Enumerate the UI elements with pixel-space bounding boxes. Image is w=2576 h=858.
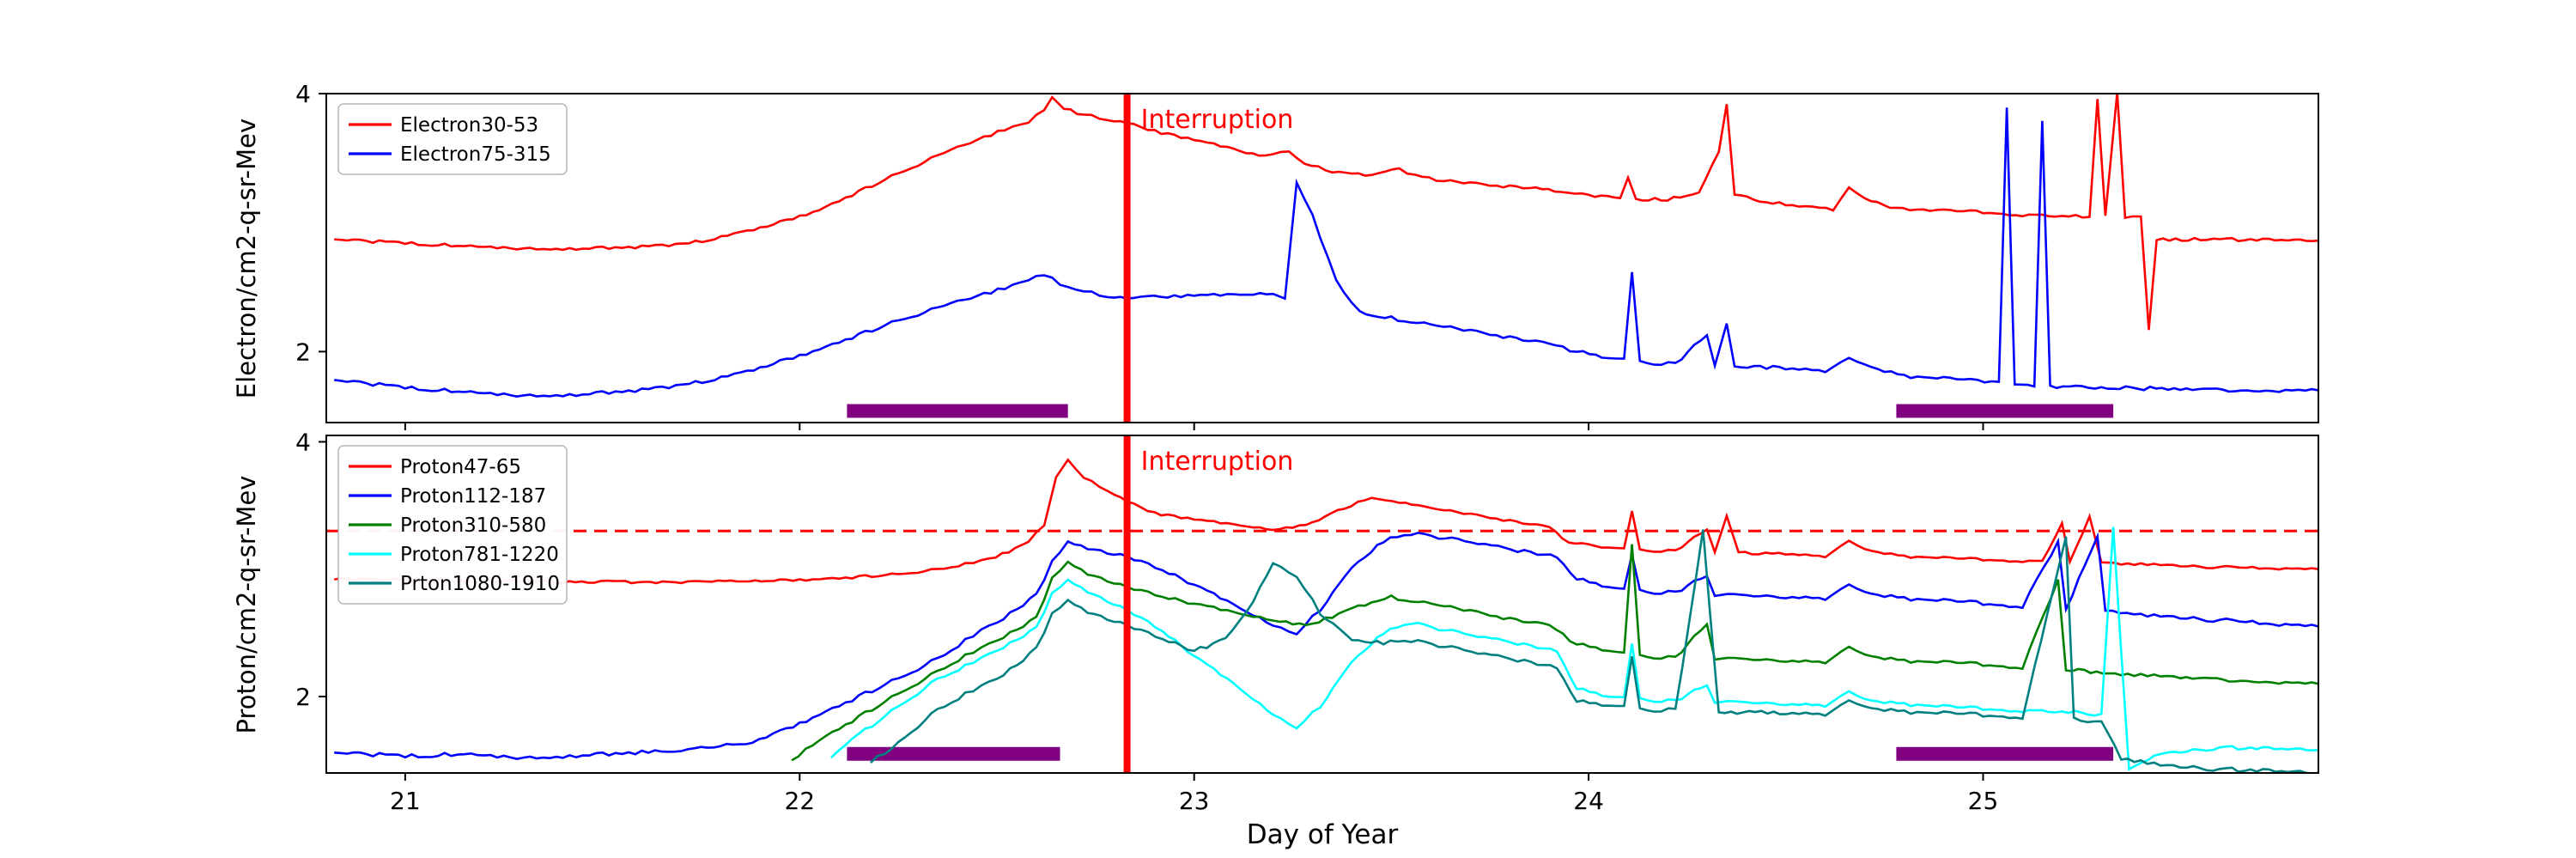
series-Electron30-53 — [334, 94, 2318, 331]
legend: Electron30-53 Electron75-315 — [337, 103, 568, 175]
series-Prton1080-1910 — [870, 529, 2318, 773]
series-Electron75-315 — [334, 107, 2318, 399]
y-tick-label: 2 — [295, 338, 311, 366]
series-Proton47-65 — [334, 458, 2318, 585]
event-bar — [847, 746, 1060, 761]
event-bar — [1896, 746, 2114, 761]
x-tick-label: 24 — [1573, 787, 1604, 815]
event-bar — [847, 404, 1068, 418]
axes-frame — [325, 435, 2319, 774]
legend-label: Electron30-53 — [400, 114, 538, 137]
event-bar — [1896, 404, 2114, 418]
legend-label: Prton1080-1910 — [400, 573, 560, 595]
x-tick-label: 23 — [1179, 787, 1210, 815]
y-tick-label: 2 — [295, 683, 311, 711]
series-Proton112-187 — [334, 532, 2318, 761]
x-tick-label: 25 — [1968, 787, 1999, 815]
y-tick-label: 4 — [295, 80, 311, 108]
interruption-label: Interruption — [1141, 447, 1294, 477]
legend-box — [337, 103, 568, 175]
legend-label: Proton112-187 — [400, 485, 546, 508]
panel-top: Interruption 2 4 Electron30-53 Electron75-31… — [295, 80, 2319, 430]
x-tick-label: 21 — [390, 787, 421, 815]
legend-label: Proton310-580 — [400, 514, 546, 537]
x-axis-label: Day of Year — [1246, 819, 1399, 850]
series-Proton781-1220 — [830, 526, 2318, 771]
legend-label: Electron75-315 — [400, 143, 551, 166]
series-Proton310-580 — [791, 544, 2318, 762]
legend: Proton47-65 Proton112-187 Proton310-580 Pro… — [337, 445, 568, 605]
interruption-label: Interruption — [1141, 105, 1294, 135]
legend-label: Proton47-65 — [400, 456, 521, 478]
legend-box — [337, 445, 568, 605]
x-tick-label: 22 — [784, 787, 815, 815]
y-axis-label-proton: Proton/cm2-q-sr-Mev — [232, 475, 261, 734]
legend-label: Proton781-1220 — [400, 544, 559, 566]
y-tick-label: 4 — [295, 428, 311, 456]
axes-frame — [325, 93, 2319, 423]
